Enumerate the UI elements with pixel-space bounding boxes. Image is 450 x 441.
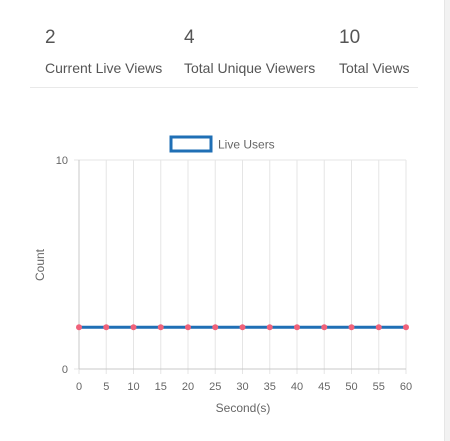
- stat-total-views: 10 Total Views: [339, 26, 410, 77]
- stat-current-live-views: 2 Current Live Views: [45, 26, 162, 77]
- data-point: [76, 324, 82, 331]
- x-tick-label: 40: [291, 381, 303, 393]
- legend-label-live-users[interactable]: Live Users: [218, 138, 275, 152]
- x-tick-label: 15: [155, 381, 167, 393]
- data-point: [403, 324, 409, 331]
- data-point: [130, 324, 137, 331]
- stat-value: 2: [45, 27, 56, 48]
- x-tick-label: 20: [182, 381, 194, 393]
- x-tick-label: 5: [103, 381, 109, 393]
- x-tick-label: 10: [127, 381, 139, 393]
- x-tick-label: 45: [318, 381, 330, 393]
- x-tick-label: 0: [76, 381, 82, 393]
- y-tick-label: 10: [56, 155, 68, 167]
- x-tick-label: 55: [373, 381, 385, 393]
- x-tick-label: 50: [345, 381, 357, 393]
- stat-label: Total Views: [339, 60, 410, 76]
- data-point: [348, 324, 355, 331]
- data-point: [157, 324, 164, 331]
- chart-legend[interactable]: Live Users: [169, 135, 275, 153]
- y-axis-title: Count: [33, 248, 47, 281]
- data-point: [212, 324, 219, 331]
- chart-series: [76, 324, 409, 331]
- stat-total-unique-viewers: 4 Total Unique Viewers: [184, 26, 315, 77]
- right-scroll-rail: [444, 0, 450, 441]
- data-point: [375, 324, 382, 331]
- x-axis-title: Second(s): [216, 401, 271, 415]
- stat-value: 4: [184, 27, 195, 48]
- legend-swatch-live-users[interactable]: [169, 135, 213, 153]
- x-tick-label: 25: [209, 381, 221, 393]
- stat-value: 10: [339, 27, 361, 48]
- x-tick-label: 35: [264, 381, 276, 393]
- x-tick-label: 30: [236, 381, 248, 393]
- x-tick-label: 60: [400, 381, 412, 393]
- data-point: [103, 324, 110, 331]
- data-point: [239, 324, 246, 331]
- data-point: [185, 324, 191, 331]
- data-point: [294, 324, 300, 331]
- chart-grid: [74, 159, 407, 374]
- y-tick-label: 0: [62, 364, 68, 376]
- stat-label: Total Unique Viewers: [184, 60, 316, 76]
- data-point: [266, 324, 273, 331]
- chart-axes: 0 5 10 15 20 25 30 35 40 45 50 55 60 0 10: [56, 155, 412, 393]
- stat-label: Current Live Views: [45, 60, 163, 76]
- data-point: [321, 324, 328, 331]
- stats-divider: [30, 87, 418, 88]
